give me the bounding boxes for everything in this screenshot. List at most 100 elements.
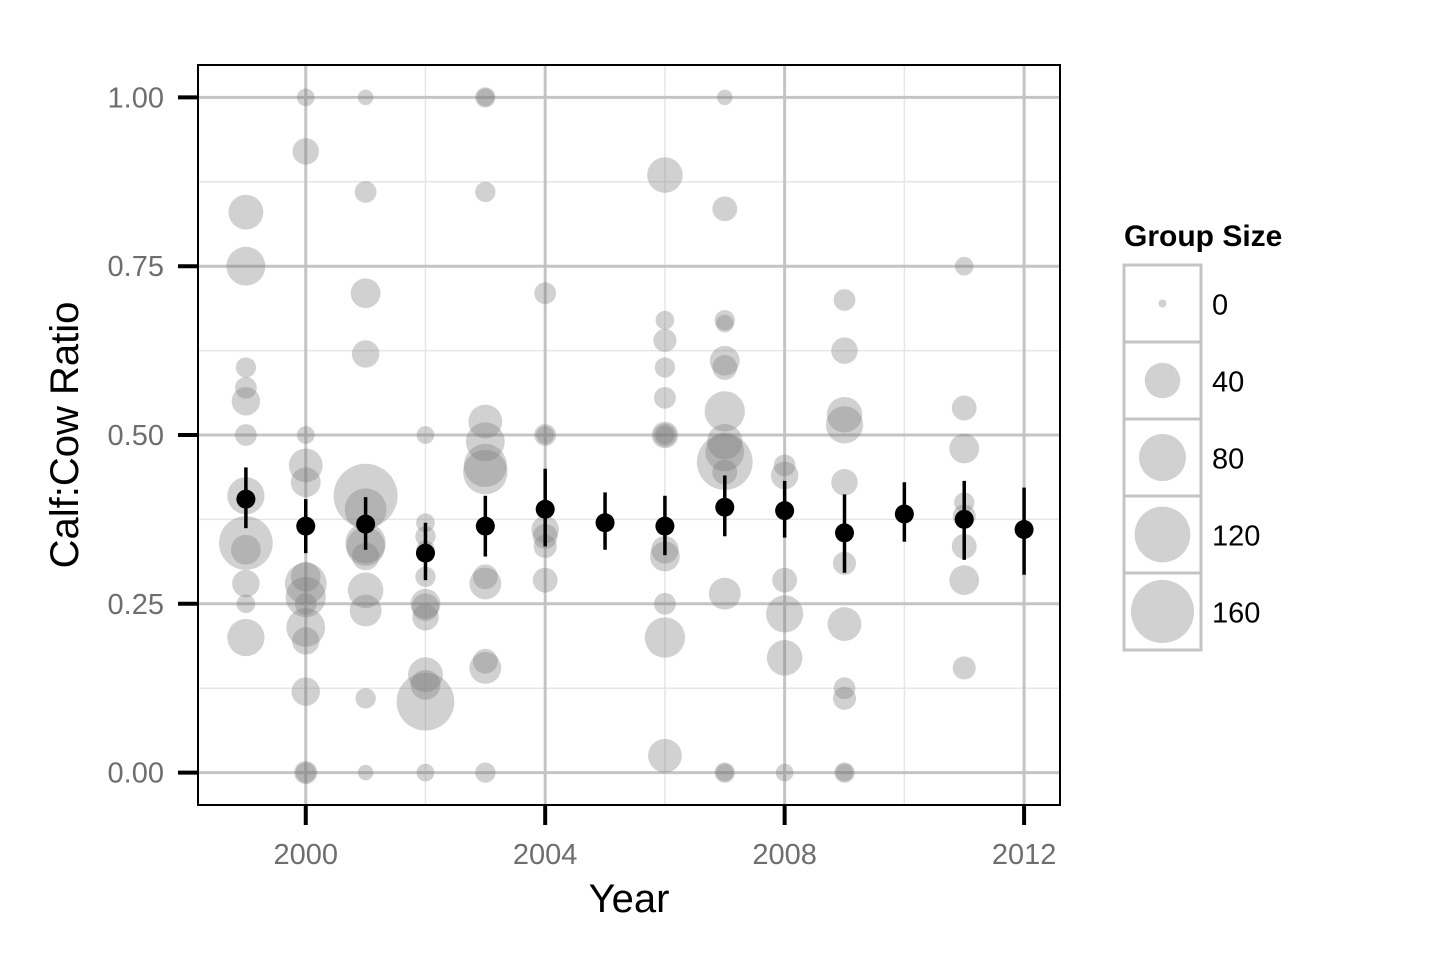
group-point [536,426,555,444]
group-point [712,196,738,222]
group-point [469,651,502,684]
group-point [766,640,803,676]
group-point [291,677,320,706]
group-point [351,340,380,368]
group-point [708,577,741,610]
group-point [465,422,505,462]
group-point [655,310,675,330]
legend-key-box [1122,417,1203,498]
group-point [475,181,496,203]
group-point [476,88,495,107]
x-axis-ticks: 2000 2004 2008 2012 [273,805,1056,871]
group-point [831,337,858,364]
legend-key-circle [1158,299,1167,308]
group-point [410,588,441,619]
group-point [227,618,265,657]
mean-point [595,513,615,533]
legend-key-box [1122,494,1203,575]
group-point [647,157,683,193]
group-point [775,763,794,782]
group-point [294,592,317,615]
group-point [644,617,686,658]
group-point [347,572,384,609]
group-points [219,87,980,785]
x-tick-label: 2008 [752,839,817,871]
x-tick-label: 2012 [992,839,1057,871]
group-point [773,454,796,477]
group-point [350,278,381,309]
group-point [949,565,980,596]
legend-key-label: 160 [1212,598,1260,630]
mean-point [835,523,854,543]
mean-point [894,504,914,524]
group-point [712,355,738,380]
mean-point [1014,520,1034,540]
group-point [234,376,257,399]
mean-point [415,543,435,563]
legend: Group Size 0 40 80 120 160 [1122,220,1282,652]
group-point [349,594,382,627]
group-point [714,762,735,783]
group-point [534,282,557,305]
group-point [709,345,740,376]
group-point [832,686,857,710]
y-tick-label: 1.00 [108,82,164,114]
mean-point [535,499,555,519]
group-point [826,396,863,433]
group-point [833,677,856,700]
mean-point [775,501,795,521]
group-point [827,607,862,641]
mean-point [655,516,675,536]
legend-key-circle [1134,506,1191,563]
group-point [234,424,257,446]
group-point [468,404,503,439]
group-point [357,89,374,106]
group-point [952,656,976,680]
group-point [351,542,380,571]
group-point [654,357,676,378]
group-point [954,256,974,276]
group-point [696,434,753,490]
group-point [292,138,319,165]
group-point [416,513,435,533]
legend-key-label: 120 [1212,521,1260,553]
group-point [469,567,502,600]
group-point [236,594,256,614]
group-point [951,395,977,421]
group-point [532,567,558,593]
legend-key-label: 80 [1212,444,1244,476]
legend-key-box [1122,340,1203,421]
group-point [835,763,854,782]
group-point [651,421,679,449]
group-point [231,387,261,416]
group-point [833,289,856,311]
group-point [284,562,327,605]
group-point [416,763,435,782]
group-point [653,423,677,447]
group-point [704,391,745,432]
group-point [712,459,738,485]
group-point [715,763,734,782]
group-point [648,738,682,773]
legend-key-label: 40 [1212,367,1244,399]
group-point [706,423,743,460]
y-tick-label: 0.00 [108,758,164,790]
mean-point [954,509,974,529]
group-point [288,448,323,483]
group-point [235,357,257,378]
legend-title: Group Size [1124,220,1282,253]
group-point [226,246,266,286]
group-point [416,426,435,444]
legend-key-box [1122,571,1203,652]
group-point [653,328,677,353]
group-point [475,87,496,108]
group-point [290,467,321,498]
group-point [292,627,320,655]
group-point [654,386,676,409]
mean-point [356,514,376,534]
group-point [650,541,680,572]
group-point [463,443,507,487]
group-point [717,89,733,106]
x-tick-label: 2000 [273,839,338,871]
legend-keys: 0 40 80 120 160 [1122,263,1260,652]
